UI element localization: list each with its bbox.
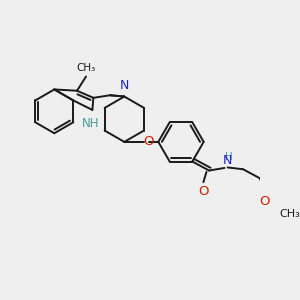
Text: NH: NH [82,117,100,130]
Text: CH₃: CH₃ [76,64,96,74]
Text: CH₃: CH₃ [279,209,300,219]
Text: O: O [143,135,154,148]
Text: N: N [120,79,129,92]
Text: N: N [223,154,232,167]
Text: H: H [225,152,233,162]
Text: O: O [260,195,270,208]
Text: O: O [198,185,209,198]
